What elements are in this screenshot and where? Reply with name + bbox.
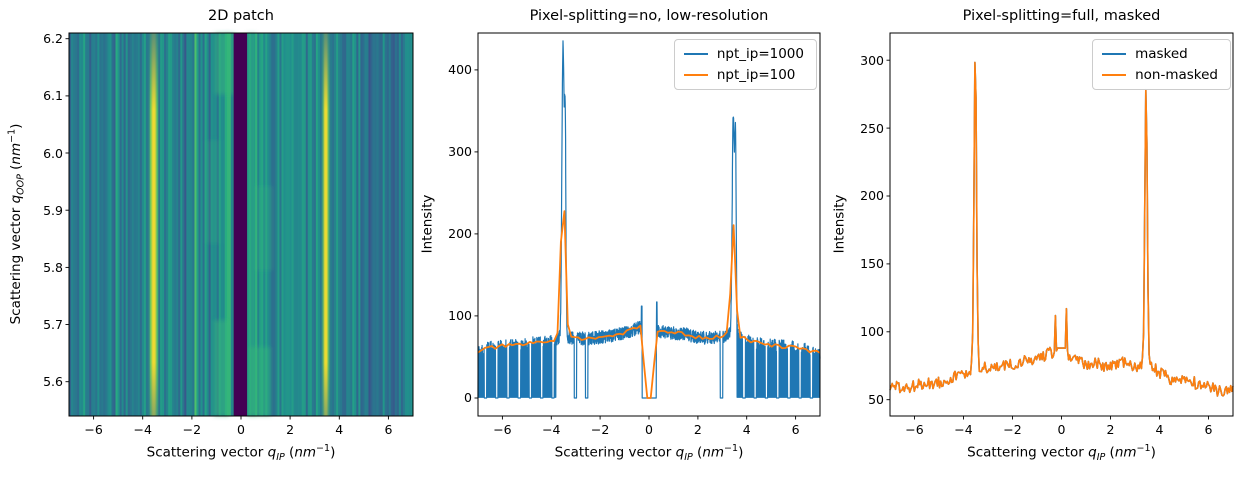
heatmap-x-axis-label: Scattering vector qIP (nm−1) <box>146 443 336 464</box>
heatmap-bragg-band <box>320 33 332 416</box>
x-tick-label: 2 <box>286 422 295 437</box>
y-tick-label: 250 <box>860 120 884 136</box>
x-tick-label: 4 <box>1155 422 1164 437</box>
y-tick-label: 150 <box>860 256 884 272</box>
y-tick-label: 50 <box>868 392 884 408</box>
legend-line-swatch-blue <box>683 53 708 55</box>
y-tick-label: 0 <box>464 390 472 406</box>
legend-label: masked <box>1135 46 1188 62</box>
legend-line-swatch-orange <box>683 74 708 76</box>
series-masked <box>889 61 1234 397</box>
x-tick-label: 6 <box>384 422 393 437</box>
y-tick-label: 200 <box>860 188 884 204</box>
heatmap-y-axis-label: Scattering vector qOOP (nm−1) <box>6 123 27 325</box>
y-tick-label: 6.2 <box>43 31 63 47</box>
heatmap-bright-patches <box>205 33 273 417</box>
x-tick-label: 6 <box>791 422 800 437</box>
axes-spines <box>889 32 1234 417</box>
y-tick-label: 5.7 <box>43 317 63 333</box>
x-tick-label: 0 <box>1057 422 1066 437</box>
middle-y-axis-label: Intensity <box>419 194 436 254</box>
legend-entry: non-masked <box>1102 67 1218 83</box>
y-tick-label: 6.1 <box>43 88 63 104</box>
x-tick-label: 2 <box>1106 422 1115 437</box>
legend-entry: masked <box>1102 46 1218 62</box>
legend-right-chart: masked non-masked <box>1092 39 1231 90</box>
legend-entry: npt_ip=1000 <box>683 46 804 62</box>
y-tick-label: 300 <box>860 52 884 68</box>
x-tick-label: 6 <box>1204 422 1213 437</box>
y-tick-label: 400 <box>448 62 472 78</box>
right-chart-title: Pixel-splitting=full, masked <box>962 8 1161 24</box>
x-tick-label: −6 <box>905 422 924 437</box>
legend-line-swatch-orange <box>1102 74 1127 76</box>
x-tick-label: −4 <box>954 422 973 437</box>
y-tick-label: 5.6 <box>43 374 63 390</box>
right-x-axis-label: Scattering vector qIP (nm−1) <box>967 443 1156 464</box>
x-tick-label: −4 <box>542 422 561 437</box>
y-tick-label: 6.0 <box>43 145 63 161</box>
heatmap-bragg-band <box>147 33 161 416</box>
middle-chart-title: Pixel-splitting=no, low-resolution <box>529 8 769 24</box>
legend-label: npt_ip=100 <box>716 67 796 83</box>
x-tick-label: −4 <box>133 422 152 437</box>
x-tick-label: 4 <box>742 422 751 437</box>
x-tick-label: 0 <box>237 422 245 437</box>
y-tick-label: 300 <box>448 144 472 160</box>
y-tick-label: 100 <box>448 308 472 324</box>
x-tick-label: 0 <box>645 422 653 437</box>
y-tick-label: 5.8 <box>43 259 63 275</box>
x-tick-label: −2 <box>182 422 202 437</box>
right-y-axis-label: Intensity <box>831 194 848 254</box>
x-tick-label: 4 <box>335 422 344 437</box>
x-tick-label: −2 <box>590 422 610 437</box>
x-tick-label: −6 <box>493 422 512 437</box>
y-tick-label: 5.9 <box>43 202 63 218</box>
legend-line-swatch-blue <box>1102 53 1127 55</box>
middle-x-axis-label: Scattering vector qIP (nm−1) <box>554 443 744 464</box>
legend-label: npt_ip=1000 <box>716 46 804 62</box>
x-tick-label: −6 <box>84 422 103 437</box>
legend-label: non-masked <box>1135 67 1218 83</box>
x-tick-label: −2 <box>1003 422 1022 437</box>
legend-middle-chart: npt_ip=1000 npt_ip=100 <box>673 39 817 90</box>
series-npt-ip-100 <box>477 210 821 399</box>
heatmap-masked-stripe <box>233 33 248 416</box>
legend-entry: npt_ip=100 <box>683 67 804 83</box>
heatmap-title: 2D patch <box>208 8 274 24</box>
y-tick-label: 100 <box>860 324 884 340</box>
x-tick-label: 2 <box>693 422 702 437</box>
y-tick-label: 200 <box>448 226 472 242</box>
series-non-masked <box>889 61 1234 397</box>
